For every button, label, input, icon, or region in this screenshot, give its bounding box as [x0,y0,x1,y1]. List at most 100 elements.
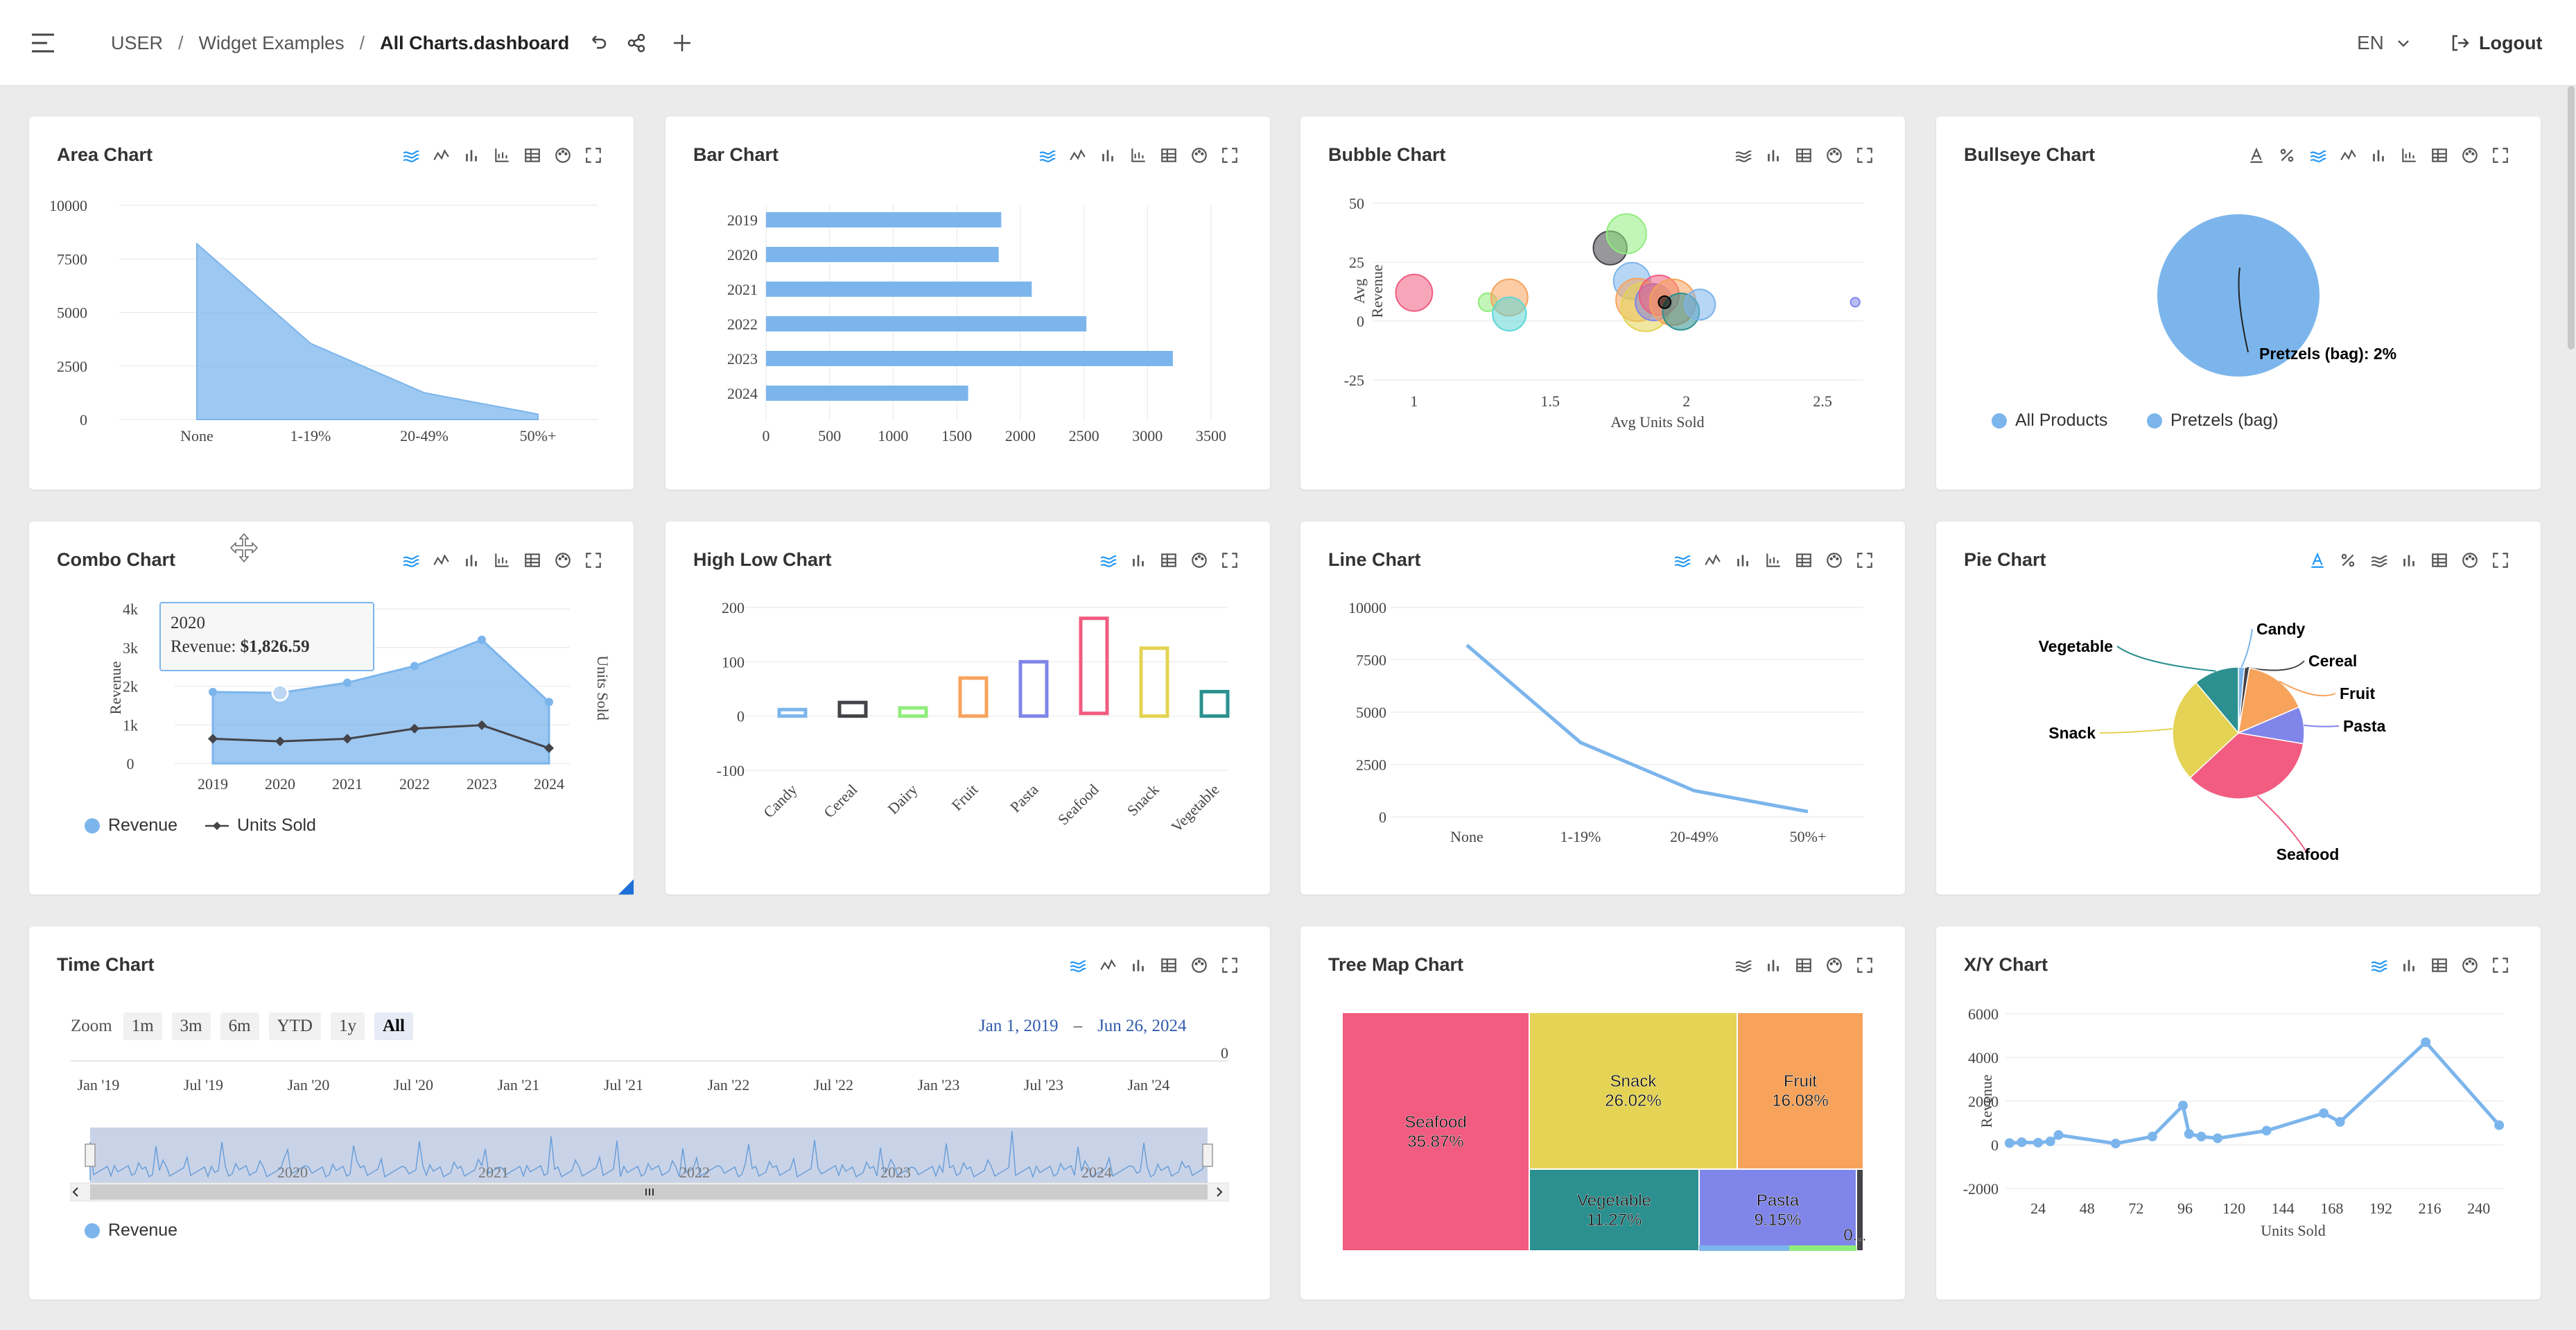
line-chart-icon[interactable] [428,548,453,573]
fullscreen-icon[interactable] [581,143,606,168]
table-icon[interactable] [1791,953,1816,978]
hamburger-icon[interactable] [29,29,57,57]
palette-icon[interactable] [550,548,575,573]
legend-item[interactable]: Units Sold [205,815,316,836]
zoom-ytd-button[interactable]: YTD [268,1012,321,1040]
palette-icon[interactable] [1822,953,1847,978]
area-chart-icon[interactable] [1095,548,1120,573]
range-to-input[interactable]: Jun 26, 2024 [1097,1017,1187,1035]
fullscreen-icon[interactable] [2488,953,2513,978]
logout-button[interactable]: Logout [2450,0,2542,86]
bar-chart-icon[interactable] [1761,953,1786,978]
add-icon[interactable] [672,33,693,53]
line-chart-icon[interactable] [2335,143,2360,168]
y-tick-label: 0 [80,411,87,429]
axis-chart-icon[interactable] [489,548,514,573]
zoom-1m-button[interactable]: 1m [123,1012,162,1040]
bar-chart-icon[interactable] [1126,548,1151,573]
fullscreen-icon[interactable] [1852,548,1877,573]
legend-item[interactable]: All Products [1992,411,2107,431]
table-icon[interactable] [520,143,545,168]
legend-item[interactable]: Pretzels (bag) [2147,411,2279,431]
bar-chart-icon[interactable] [1126,953,1151,978]
table-icon[interactable] [520,548,545,573]
page-scrollbar[interactable] [2568,86,2575,349]
palette-icon[interactable] [1822,548,1847,573]
line-chart-icon[interactable] [1700,548,1725,573]
language-select[interactable]: EN [2357,0,2412,86]
fullscreen-icon[interactable] [1217,953,1242,978]
bar-chart-icon[interactable] [2396,548,2421,573]
table-icon[interactable] [1791,143,1816,168]
zoom-1y-button[interactable]: 1y [330,1012,365,1040]
line-chart-icon[interactable] [1095,953,1120,978]
palette-icon[interactable] [1822,143,1847,168]
line-chart-icon[interactable] [428,143,453,168]
menu-button[interactable] [29,0,57,86]
percent-icon[interactable] [2335,548,2360,573]
bubble-point [1395,273,1434,312]
palette-icon[interactable] [1187,548,1212,573]
table-icon[interactable] [1156,548,1181,573]
text-label-icon[interactable] [2305,548,2330,573]
area-chart-icon[interactable] [1669,548,1694,573]
table-icon[interactable] [1791,548,1816,573]
xy-point [2213,1133,2223,1143]
fullscreen-icon[interactable] [1852,143,1877,168]
axis-chart-icon[interactable] [489,143,514,168]
area-chart-icon[interactable] [1730,143,1755,168]
legend-item[interactable]: Revenue [85,1220,177,1241]
palette-icon[interactable] [550,143,575,168]
fullscreen-icon[interactable] [581,548,606,573]
zoom-3m-button[interactable]: 3m [171,1012,211,1040]
bar-chart-icon[interactable] [2396,953,2421,978]
area-chart-icon[interactable] [1065,953,1090,978]
fullscreen-icon[interactable] [2488,548,2513,573]
palette-icon[interactable] [1187,953,1212,978]
fullscreen-icon[interactable] [1217,548,1242,573]
breadcrumb-user[interactable]: USER [111,32,164,53]
resize-handle-icon[interactable] [618,879,634,895]
bar-chart-icon[interactable] [2366,143,2391,168]
share-icon[interactable] [626,33,647,53]
table-icon[interactable] [1156,143,1181,168]
area-chart-icon[interactable] [1034,143,1059,168]
x-tick-label: Jul '19 [184,1076,223,1094]
text-label-icon[interactable] [2244,143,2269,168]
percent-icon[interactable] [2274,143,2299,168]
bar-chart-icon[interactable] [1730,548,1755,573]
area-chart-icon[interactable] [2305,143,2330,168]
axis-chart-icon[interactable] [1761,548,1786,573]
area-chart-icon[interactable] [1730,953,1755,978]
table-icon[interactable] [2427,548,2452,573]
area-chart-icon[interactable] [2366,548,2391,573]
legend-item[interactable]: Revenue [85,815,177,836]
bar-chart-icon[interactable] [1761,143,1786,168]
palette-icon[interactable] [2457,548,2482,573]
table-icon[interactable] [1156,953,1181,978]
palette-icon[interactable] [2457,953,2482,978]
palette-icon[interactable] [2457,143,2482,168]
fullscreen-icon[interactable] [1852,953,1877,978]
breadcrumb-widget-examples[interactable]: Widget Examples [198,32,345,53]
bar-chart-icon[interactable] [1095,143,1120,168]
table-icon[interactable] [2427,953,2452,978]
area-chart-icon[interactable] [398,548,423,573]
axis-chart-icon[interactable] [2396,143,2421,168]
x-tick-label: Snack [1124,781,1163,820]
table-icon[interactable] [2427,143,2452,168]
axis-chart-icon[interactable] [1126,143,1151,168]
area-chart-icon[interactable] [2366,953,2391,978]
undo-icon[interactable] [587,33,608,53]
zoom-6m-button[interactable]: 6m [220,1012,259,1040]
fullscreen-icon[interactable] [1217,143,1242,168]
line-chart-icon[interactable] [1065,143,1090,168]
bar-chart-icon[interactable] [459,548,484,573]
bar-chart-icon[interactable] [459,143,484,168]
zoom-all-button[interactable]: All [374,1012,413,1040]
fullscreen-icon[interactable] [2488,143,2513,168]
area-chart-icon[interactable] [398,143,423,168]
range-from-input[interactable]: Jan 1, 2019 [979,1017,1059,1035]
palette-icon[interactable] [1187,143,1212,168]
move-cursor-icon[interactable] [227,531,261,564]
